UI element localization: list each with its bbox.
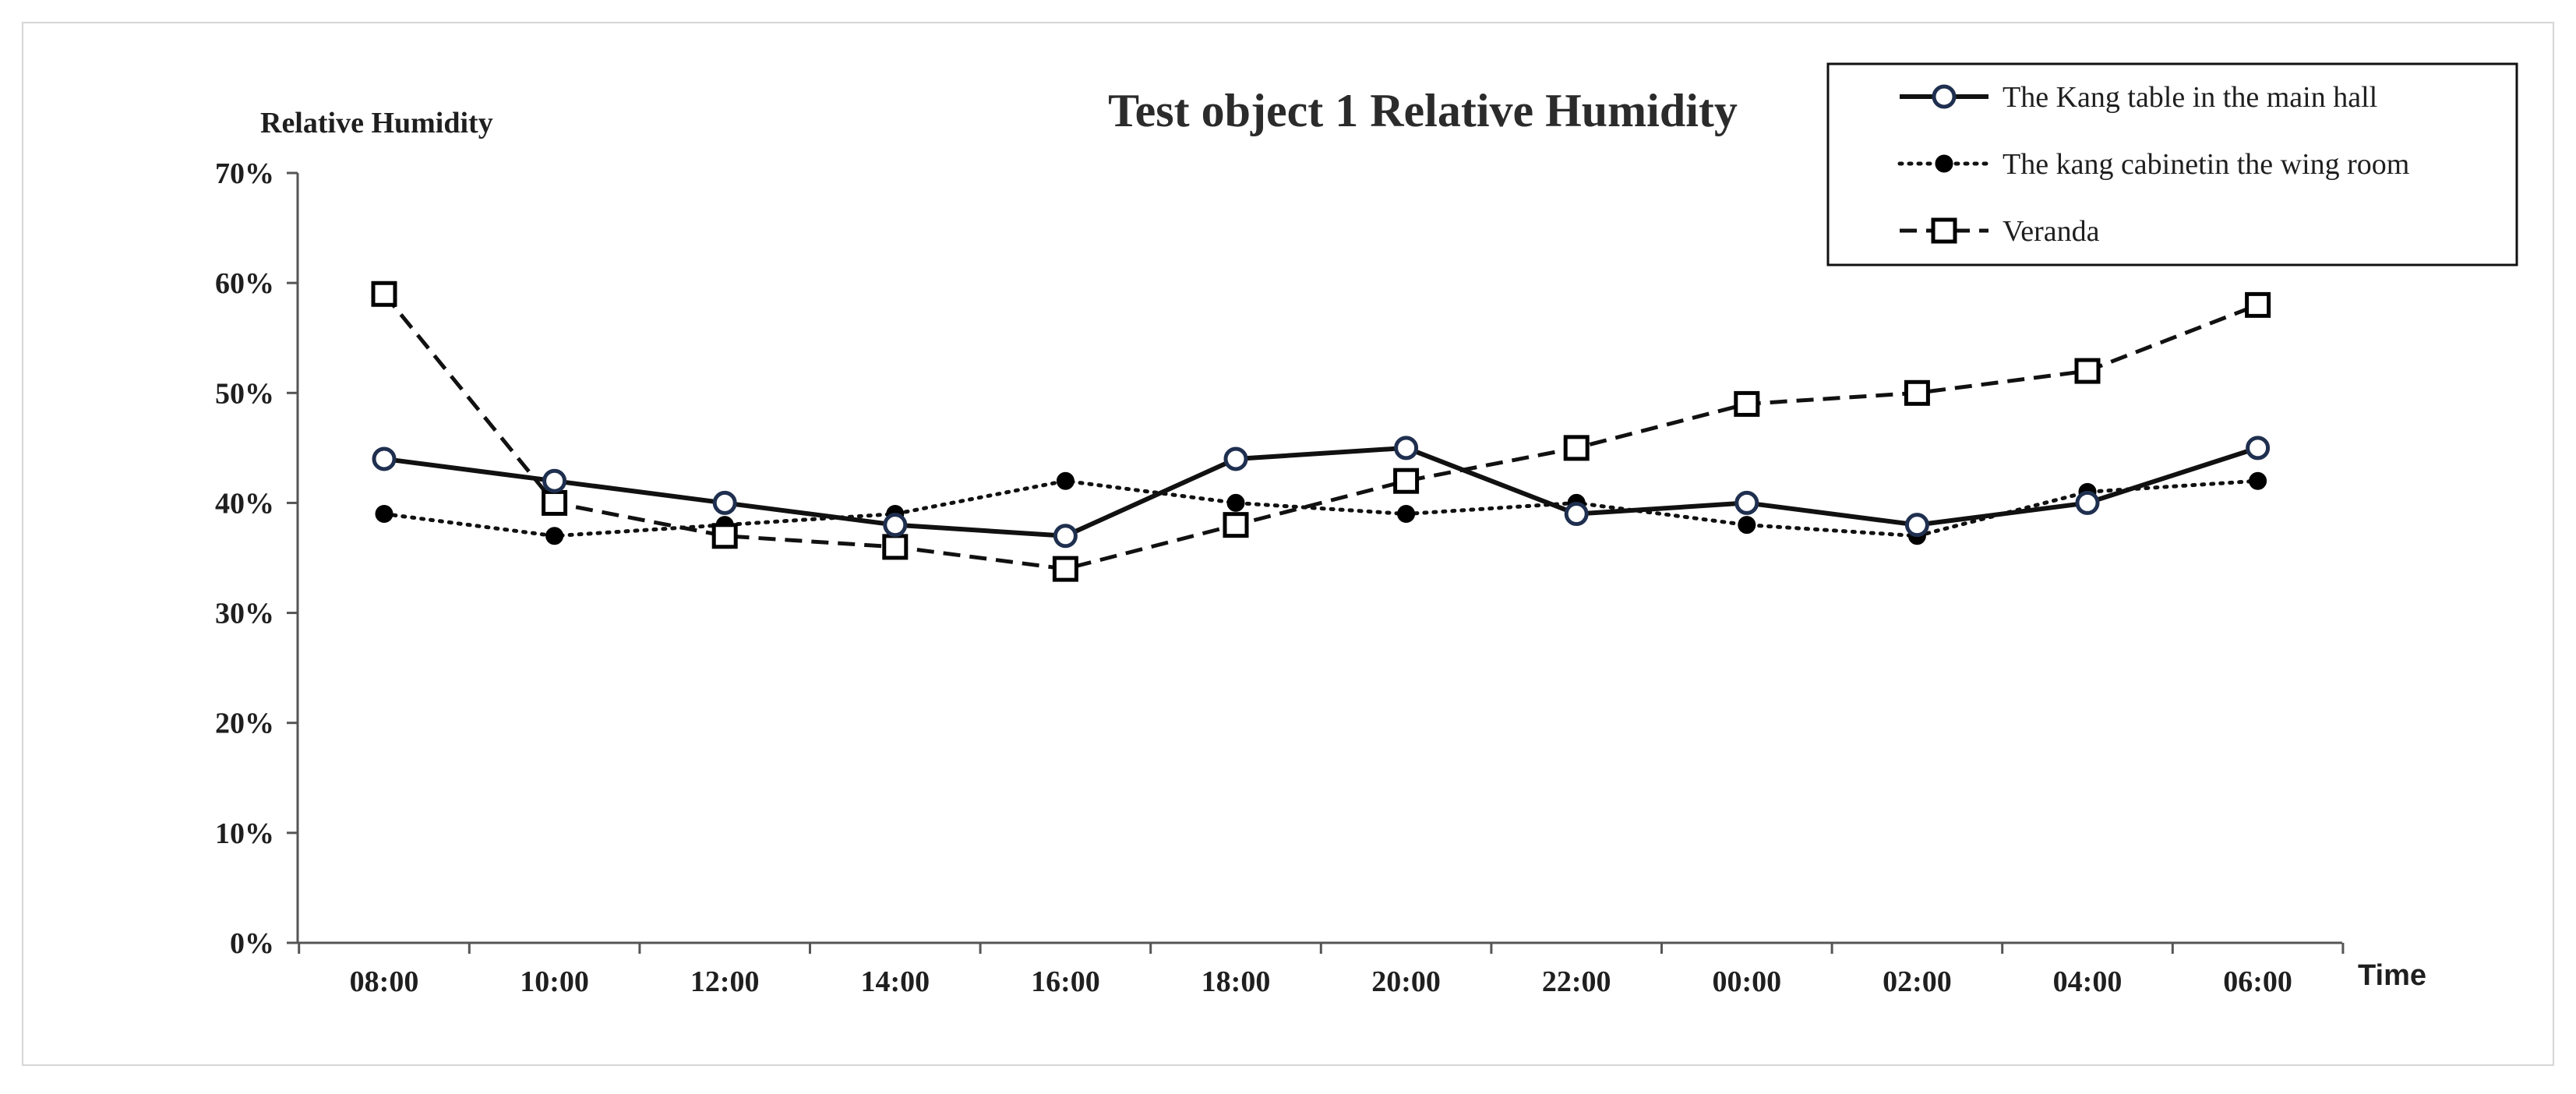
data-point [1056, 471, 1075, 490]
y-tick-label: 30% [215, 598, 274, 630]
data-point [1904, 513, 1929, 538]
data-point [2249, 471, 2267, 490]
data-point [1563, 435, 1590, 461]
x-axis-title: Time [2358, 959, 2426, 992]
legend-item: The kang cabinetin the wing room [1897, 148, 2409, 181]
series-2 [371, 281, 2271, 582]
x-tick-label: 20:00 [1371, 965, 1441, 998]
y-tick-label: 50% [215, 377, 274, 410]
series-0 [372, 436, 2271, 549]
data-point [1223, 512, 1249, 538]
series-line [382, 478, 2260, 538]
y-tick-label: 60% [215, 267, 274, 300]
axes: 0% 10% 20% 30% 40% 50% 60% 70% 08:00 10:00 12:00 14… [215, 157, 2345, 998]
data-point [1052, 556, 1078, 582]
series-layer [371, 281, 2271, 582]
data-point [1564, 502, 1589, 527]
y-axis-title: Relative Humidity [260, 107, 493, 139]
legend-item: Veranda [1900, 215, 2100, 248]
x-tick-label: 02:00 [1883, 965, 1952, 998]
data-point [2074, 358, 2101, 384]
data-point [1397, 505, 1416, 524]
x-tick-label: 22:00 [1542, 965, 1611, 998]
y-tick-label: 10% [215, 817, 274, 850]
y-tick-label: 20% [215, 708, 274, 740]
y-tick-label: 0% [230, 927, 274, 960]
data-point [1053, 524, 1078, 549]
data-point [2245, 291, 2271, 318]
legend-marker [1931, 217, 1957, 244]
legend-item: The Kang table in the main hall [1900, 81, 2377, 114]
y-tick-label: 40% [215, 487, 274, 520]
y-tick-label: 70% [215, 157, 274, 190]
data-point [711, 523, 738, 549]
legend-label: The Kang table in the main hall [2003, 81, 2377, 114]
series-line [383, 445, 2259, 538]
data-point [1226, 493, 1245, 512]
data-point [545, 527, 564, 545]
x-tick-label: 14:00 [860, 965, 930, 998]
x-tick-label: 04:00 [2053, 965, 2123, 998]
data-point [375, 505, 393, 524]
data-point [1734, 390, 1760, 417]
data-point [1734, 490, 1759, 515]
chart-title: Test object 1 Relative Humidity [1108, 85, 1738, 136]
data-point [882, 534, 909, 560]
legend-label: The kang cabinetin the wing room [2003, 148, 2409, 181]
series-line [383, 292, 2259, 571]
series-1 [375, 471, 2267, 545]
data-point [1223, 446, 1248, 471]
legend: The Kang table in the main hall The kang … [1826, 62, 2518, 266]
legend-marker [1935, 154, 1953, 173]
legend-marker [1932, 84, 1957, 109]
x-tick-label: 06:00 [2223, 965, 2292, 998]
data-point [1904, 379, 1930, 406]
data-point [1738, 516, 1756, 535]
data-point [371, 281, 397, 307]
data-point [1394, 436, 1419, 461]
x-tick-label: 16:00 [1031, 965, 1100, 998]
data-point [2075, 490, 2100, 515]
data-point [372, 446, 397, 471]
x-tick-label: 00:00 [1712, 965, 1781, 998]
x-tick-label: 12:00 [690, 965, 760, 998]
x-tick-label: 08:00 [350, 965, 419, 998]
data-point [1393, 468, 1420, 494]
x-tick-label: 10:00 [520, 965, 589, 998]
data-point [542, 489, 568, 516]
x-tick-label: 18:00 [1202, 965, 1271, 998]
data-point [883, 513, 908, 538]
legend-label: Veranda [2003, 215, 2100, 248]
data-point [712, 490, 737, 515]
data-point [2246, 436, 2271, 461]
data-point [542, 468, 567, 493]
